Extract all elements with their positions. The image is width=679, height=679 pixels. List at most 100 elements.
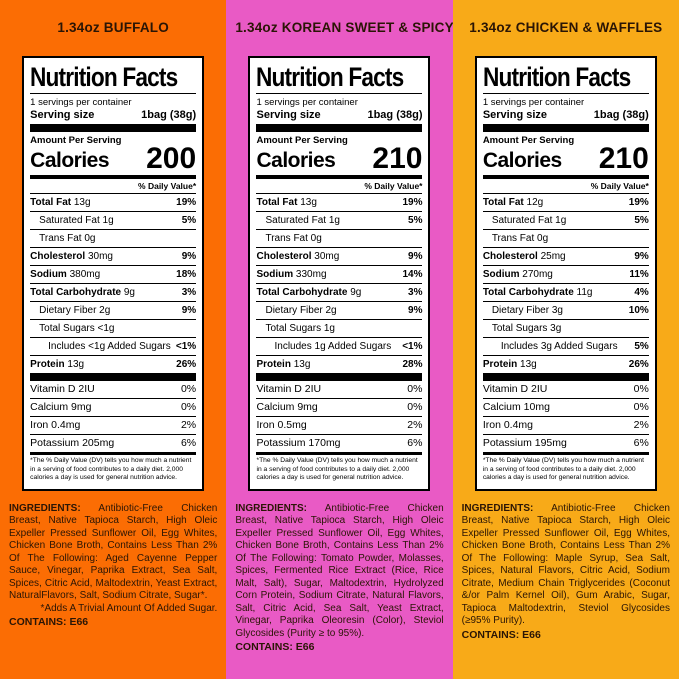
nutrient-row: Cholesterol 25mg 9% bbox=[482, 247, 649, 265]
footnote: *The % Daily Value (DV) tells you how mu… bbox=[482, 452, 649, 483]
calories-label: Calories bbox=[482, 149, 562, 172]
nutrient-row: Dietary Fiber 2g 9% bbox=[256, 301, 423, 319]
nutrient-row: Total Fat 13g 19% bbox=[256, 193, 423, 211]
nutrient-row: Total Sugars 1g bbox=[256, 319, 423, 337]
ingredients-list: Antibiotic-Free Chicken Breast, Native T… bbox=[461, 502, 670, 627]
calories-value: 210 bbox=[598, 142, 649, 175]
daily-value-header: % Daily Value* bbox=[138, 181, 197, 191]
contains-text: CONTAINS: E66 bbox=[9, 616, 89, 629]
nutrition-facts-label: Nutrition Facts 1 servings per container… bbox=[248, 56, 431, 491]
serving-size-row: Serving size 1bag (38g) bbox=[256, 108, 422, 124]
nutrient-row: Includes 1g Added Sugars <1% bbox=[256, 337, 423, 355]
nutrient-row: Total Sugars 3g bbox=[482, 319, 649, 337]
nutrient-row: Sodium 380mg 18% bbox=[30, 265, 197, 283]
vitamin-row: Calcium 9mg 0% bbox=[30, 398, 197, 416]
servings-per-container: 1 servings per container bbox=[482, 97, 585, 108]
amount-per-serving: Amount Per Serving bbox=[30, 135, 122, 146]
footnote: *The % Daily Value (DV) tells you how mu… bbox=[256, 452, 423, 483]
divider-medium bbox=[30, 175, 197, 179]
ingredients-label: INGREDIENTS: bbox=[235, 502, 307, 514]
nutrient-row: Protein 13g 26% bbox=[30, 355, 197, 373]
nutrient-row: Saturated Fat 1g 5% bbox=[482, 211, 649, 229]
divider-thick bbox=[30, 124, 197, 132]
ingredients-label: INGREDIENTS: bbox=[9, 502, 81, 514]
panel-buffalo: 1.34oz BUFFALO Nutrition Facts 1 serving… bbox=[0, 0, 227, 679]
vitamin-row: Potassium 170mg 6% bbox=[256, 434, 423, 452]
vitamin-row: Calcium 9mg 0% bbox=[256, 398, 423, 416]
panel-korean-sweet-spicy: 1.34oz KOREAN SWEET & SPICY Nutrition Fa… bbox=[226, 0, 453, 679]
serving-size-label: Serving size bbox=[256, 109, 321, 121]
vitamin-row: Iron 0.5mg 2% bbox=[256, 416, 423, 434]
contains-text: CONTAINS: E66 bbox=[235, 641, 315, 654]
vitamin-row: Vitamin D 2IU 0% bbox=[30, 383, 197, 395]
servings-per-container: 1 servings per container bbox=[256, 97, 358, 108]
nutrient-row: Sodium 270mg 11% bbox=[482, 265, 649, 283]
serving-size-label: Serving size bbox=[482, 109, 548, 121]
nutrition-facts-title: Nutrition Facts bbox=[30, 62, 178, 92]
divider-thick bbox=[482, 124, 649, 132]
nutrient-row: Total Fat 12g 19% bbox=[482, 193, 649, 211]
divider-medium bbox=[256, 175, 423, 179]
ingredients-text: INGREDIENTS: Antibiotic-Free Chicken Bre… bbox=[462, 503, 670, 628]
daily-value-header: % Daily Value* bbox=[590, 181, 649, 191]
divider bbox=[482, 93, 649, 94]
calories-value: 200 bbox=[146, 142, 197, 175]
footnote: *The % Daily Value (DV) tells you how mu… bbox=[30, 452, 197, 483]
divider-thick bbox=[30, 373, 197, 381]
nutrition-facts-title: Nutrition Facts bbox=[482, 62, 631, 92]
nutrient-rows: Total Fat 13g 19% Saturated Fat 1g 5% Trans … bbox=[30, 193, 197, 373]
divider-medium bbox=[482, 175, 649, 179]
nutrient-row: Protein 13g 28% bbox=[256, 355, 423, 373]
vitamin-rows: Vitamin D 2IU 0% Calcium 10mg 0% Iron 0.4mg 2… bbox=[482, 381, 649, 452]
vitamin-row: Vitamin D 2IU 0% bbox=[256, 383, 423, 395]
serving-size-value: 1bag (38g) bbox=[367, 109, 423, 121]
nutrient-row: Protein 13g 26% bbox=[482, 355, 649, 373]
vitamin-row: Calcium 10mg 0% bbox=[482, 398, 649, 416]
calories-label: Calories bbox=[30, 149, 110, 172]
nutrient-row: Trans Fat 0g bbox=[30, 229, 197, 247]
contains-text: CONTAINS: E66 bbox=[461, 628, 541, 641]
ingredients-label: INGREDIENTS: bbox=[461, 502, 534, 514]
nutrient-row: Total Carbohydrate 9g 3% bbox=[256, 283, 423, 301]
ingredients-text: INGREDIENTS: Antibiotic-Free Chicken Bre… bbox=[235, 503, 443, 641]
calories-label: Calories bbox=[256, 149, 336, 172]
nutrient-rows: Total Fat 13g 19% Saturated Fat 1g 5% Trans … bbox=[256, 193, 423, 373]
servings-per-container: 1 servings per container bbox=[30, 97, 132, 108]
ingredients-list: Antibiotic-Free Chicken Breast, Native T… bbox=[9, 502, 218, 602]
vitamin-rows: Vitamin D 2IU 0% Calcium 9mg 0% Iron 0.5mg 2%… bbox=[256, 381, 423, 452]
serving-size-value: 1bag (38g) bbox=[141, 109, 197, 121]
nutrient-rows: Total Fat 12g 19% Saturated Fat 1g 5% Trans … bbox=[482, 193, 649, 373]
vitamin-row: Vitamin D 2IU 0% bbox=[482, 383, 649, 395]
nutrient-row: Total Carbohydrate 11g 4% bbox=[482, 283, 649, 301]
added-sugar-note: *Adds A Trivial Amount Of Added Sugar. bbox=[40, 602, 218, 614]
nutrient-row: Saturated Fat 1g 5% bbox=[256, 211, 423, 229]
calories-value: 210 bbox=[372, 142, 423, 175]
daily-value-header: % Daily Value* bbox=[364, 181, 423, 191]
serving-size-row: Serving size 1bag (38g) bbox=[483, 108, 649, 124]
serving-size-value: 1bag (38g) bbox=[593, 109, 649, 121]
nutrient-row: Total Fat 13g 19% bbox=[30, 193, 197, 211]
divider bbox=[30, 93, 197, 94]
amount-per-serving: Amount Per Serving bbox=[256, 135, 348, 146]
amount-per-serving: Amount Per Serving bbox=[482, 135, 575, 146]
ingredients-text: INGREDIENTS: Antibiotic-Free Chicken Bre… bbox=[9, 503, 217, 603]
serving-size-row: Serving size 1bag (38g) bbox=[30, 108, 196, 124]
nutrient-row: Saturated Fat 1g 5% bbox=[30, 211, 197, 229]
serving-size-label: Serving size bbox=[30, 109, 95, 121]
ingredients-list: Antibiotic-Free Chicken Breast, Native T… bbox=[235, 502, 444, 639]
nutrient-row: Dietary Fiber 2g 9% bbox=[30, 301, 197, 319]
panel-title: 1.34oz BUFFALO bbox=[57, 20, 169, 35]
panel-title: 1.34oz CHICKEN & WAFFLES bbox=[469, 20, 663, 35]
nutrient-row: Cholesterol 30mg 9% bbox=[256, 247, 423, 265]
nutrient-row: Includes <1g Added Sugars <1% bbox=[30, 337, 197, 355]
nutrient-row: Trans Fat 0g bbox=[482, 229, 649, 247]
nutrient-row: Sodium 330mg 14% bbox=[256, 265, 423, 283]
nutrient-row: Total Sugars <1g bbox=[30, 319, 197, 337]
nutrient-row: Trans Fat 0g bbox=[256, 229, 423, 247]
calories-row: Calories 200 bbox=[30, 142, 197, 175]
nutrient-row: Includes 3g Added Sugars 5% bbox=[482, 337, 649, 355]
nutrient-row: Total Carbohydrate 9g 3% bbox=[30, 283, 197, 301]
nutrient-row: Dietary Fiber 3g 10% bbox=[482, 301, 649, 319]
calories-row: Calories 210 bbox=[256, 142, 423, 175]
panel-chicken-waffles: 1.34oz CHICKEN & WAFFLES Nutrition Facts… bbox=[452, 0, 679, 679]
